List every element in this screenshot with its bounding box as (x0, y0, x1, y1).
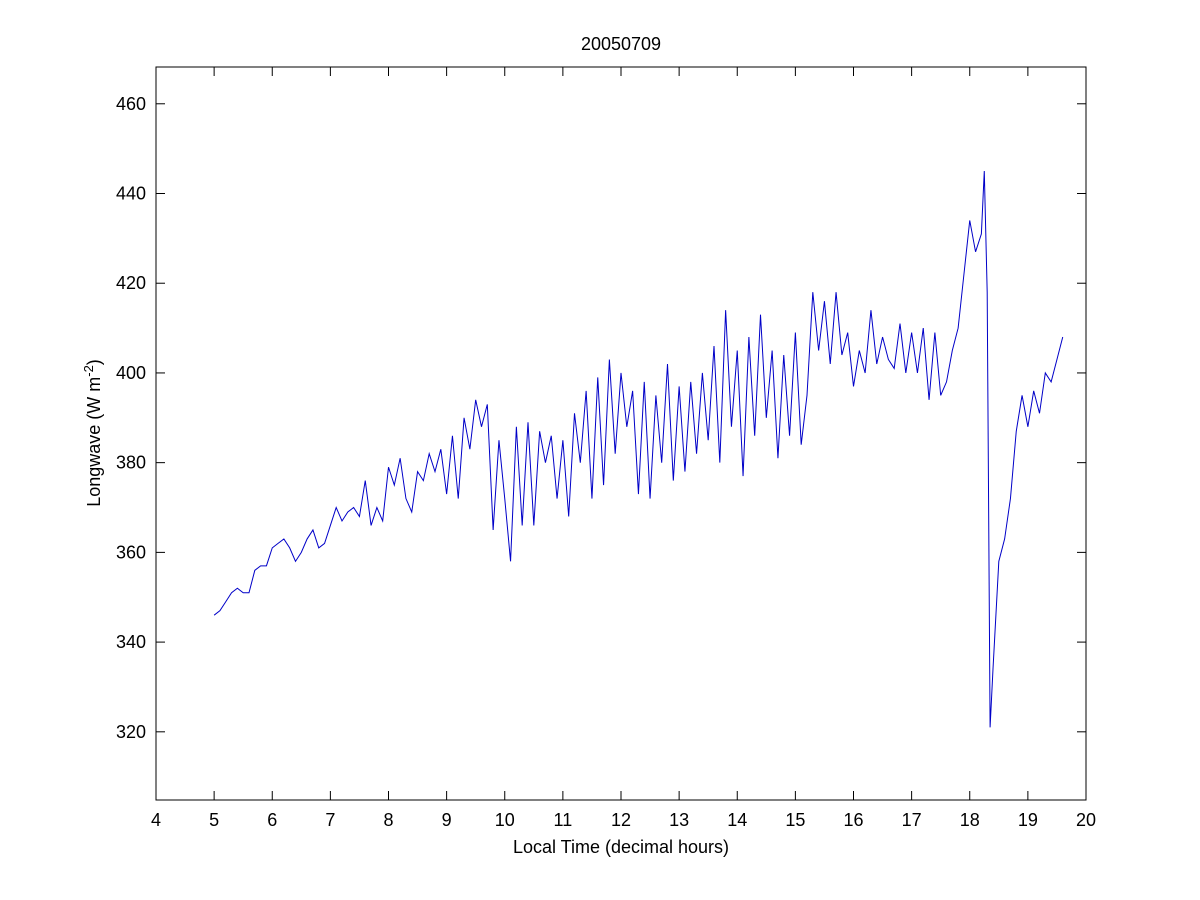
x-tick-label: 20 (1076, 810, 1096, 830)
y-tick-label: 400 (116, 363, 146, 383)
x-tick-label: 14 (727, 810, 747, 830)
x-tick-label: 17 (902, 810, 922, 830)
y-tick-label: 440 (116, 184, 146, 204)
y-tick-label: 340 (116, 632, 146, 652)
y-tick-label: 320 (116, 722, 146, 742)
x-tick-label: 11 (554, 810, 573, 830)
x-tick-label: 8 (383, 810, 393, 830)
y-axis-label: Longwave (W m-2) (81, 359, 104, 507)
y-tick-label: 360 (116, 542, 146, 562)
x-tick-label: 15 (785, 810, 805, 830)
y-label-superscript: -2 (81, 365, 96, 377)
plot-area (155, 66, 1087, 801)
x-tick-label: 6 (267, 810, 277, 830)
x-tick-label: 19 (1018, 810, 1038, 830)
chart-title: 20050709 (581, 34, 661, 54)
y-label-text: Longwave (W m (84, 377, 104, 507)
x-tick-label: 9 (442, 810, 452, 830)
x-tick-label: 7 (325, 810, 335, 830)
x-tick-label: 18 (960, 810, 980, 830)
y-label-end: ) (84, 359, 104, 365)
x-tick-label: 16 (843, 810, 863, 830)
x-tick-label: 12 (611, 810, 631, 830)
x-tick-label: 13 (669, 810, 689, 830)
y-tick-label: 460 (116, 94, 146, 114)
data-line (213, 171, 1064, 728)
y-tick-label: 380 (116, 453, 146, 473)
x-axis-label: Local Time (decimal hours) (513, 837, 729, 857)
x-tick-label: 4 (151, 810, 161, 830)
x-tick-label: 10 (495, 810, 515, 830)
x-tick-label: 5 (209, 810, 219, 830)
y-tick-label: 420 (116, 273, 146, 293)
